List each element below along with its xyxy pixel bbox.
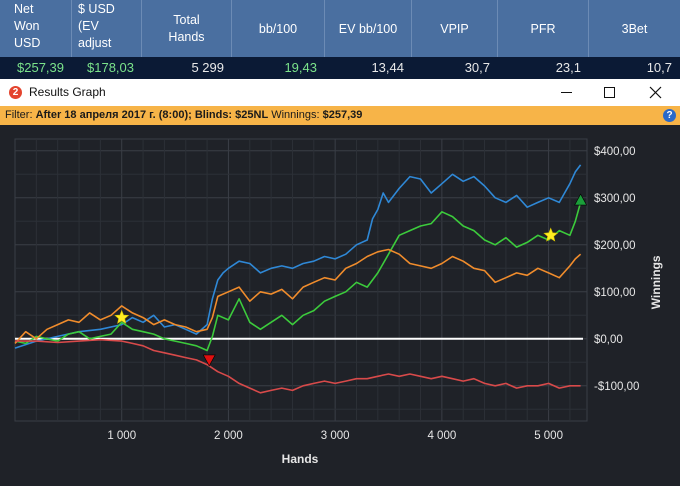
- y-tick-label: $0,00: [594, 334, 623, 346]
- stats-value-row[interactable]: $257,39 $178,03 5 299 19,43 13,44 30,7 2…: [0, 57, 680, 79]
- pfr-value: 23,1: [555, 60, 581, 75]
- stats-header-row: Net Won USD $ USD (EV adjust Total Hands…: [0, 0, 680, 57]
- results-chart[interactable]: $400,00 $300,00 $200,00 $100,00 $0,00 -$100,0…: [0, 125, 680, 486]
- total-hands-value: 5 299: [191, 60, 224, 75]
- x-tick-label: 5 000: [534, 430, 563, 442]
- triangle-down-marker[interactable]: [202, 354, 216, 367]
- x-tick-label: 2 000: [214, 430, 243, 442]
- title-bar[interactable]: 2 Results Graph: [0, 79, 680, 106]
- x-tick-label: 3 000: [321, 430, 350, 442]
- col-header-vpip[interactable]: VPIP: [412, 0, 498, 57]
- ev-bb100-value: 13,44: [371, 60, 404, 75]
- series-line-net-won[interactable]: [14, 202, 582, 352]
- col-header-3bet[interactable]: 3Bet: [621, 21, 648, 36]
- bb100-value: 19,43: [284, 60, 317, 75]
- triangle-up-marker[interactable]: [574, 193, 588, 206]
- x-tick-label: 1 000: [107, 430, 136, 442]
- series-line-ev-line[interactable]: [14, 248, 582, 344]
- x-tick-label: 4 000: [427, 430, 456, 442]
- vpip-value: 30,7: [464, 60, 490, 75]
- maximize-icon: [604, 87, 615, 98]
- filter-winnings-label: Winnings:: [268, 109, 323, 121]
- series-line-showdown[interactable]: [14, 164, 582, 349]
- filter-prefix: Filter:: [5, 109, 36, 121]
- plot-area: [15, 139, 587, 421]
- 3bet-value: 10,7: [646, 60, 672, 75]
- ev-adjust-value: $178,03: [87, 60, 134, 75]
- plot-border: [14, 138, 588, 422]
- y-tick-label: $200,00: [594, 240, 636, 252]
- y-tick-label: $300,00: [594, 193, 636, 205]
- filter-bar[interactable]: Filter: After 18 апреля 2017 г. (8:00); …: [0, 106, 680, 125]
- star-marker[interactable]: [114, 309, 130, 324]
- col-header-bb100[interactable]: bb/100: [232, 0, 325, 57]
- y-tick-label: $100,00: [594, 287, 636, 299]
- net-won-value: $257,39: [17, 60, 64, 75]
- close-button[interactable]: [633, 79, 677, 106]
- results-chart-svg[interactable]: $400,00 $300,00 $200,00 $100,00 $0,00 -$100,0…: [0, 125, 680, 486]
- close-icon: [649, 86, 662, 99]
- window-title: Results Graph: [29, 85, 106, 99]
- y-tick-label: -$100,00: [594, 381, 639, 393]
- series-line-non-showdown[interactable]: [15, 338, 581, 394]
- y-axis-title: Winnings: [649, 255, 663, 309]
- minimize-button[interactable]: [548, 79, 592, 106]
- app-logo-icon: 2: [9, 86, 22, 99]
- star-marker[interactable]: [543, 227, 559, 242]
- col-header-net-won[interactable]: Net Won USD: [0, 0, 72, 57]
- x-axis-title: Hands: [282, 452, 319, 466]
- filter-winnings-value: $257,39: [322, 109, 363, 121]
- maximize-button[interactable]: [588, 79, 632, 106]
- col-header-pfr[interactable]: PFR: [498, 0, 589, 57]
- filter-criteria: After 18 апреля 2017 г. (8:00); Blinds: …: [35, 109, 269, 121]
- filter-text: Filter: After 18 апреля 2017 г. (8:00); …: [5, 109, 362, 121]
- y-tick-label: $400,00: [594, 146, 636, 158]
- col-header-ev-adjust[interactable]: $ USD (EV adjust: [72, 0, 142, 57]
- minimize-icon: [561, 92, 572, 93]
- col-header-ev-bb100[interactable]: EV bb/100: [325, 0, 412, 57]
- col-header-total-hands[interactable]: Total Hands: [142, 0, 232, 57]
- help-icon[interactable]: ?: [663, 109, 676, 122]
